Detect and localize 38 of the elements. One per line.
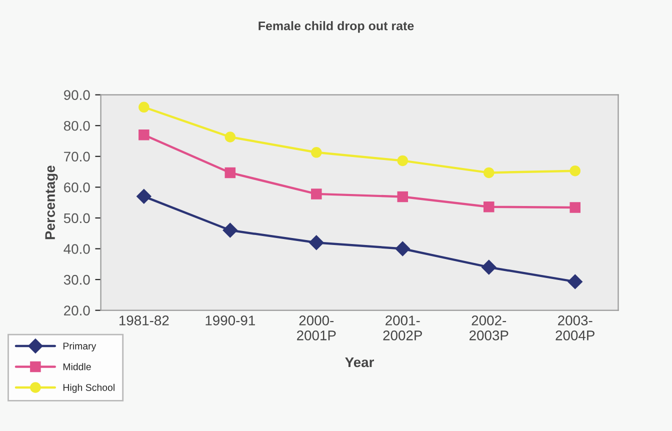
y-tick-label: 60.0 (64, 182, 90, 192)
point (568, 274, 583, 290)
point (136, 189, 152, 204)
point (311, 188, 322, 200)
point (222, 222, 238, 238)
point (570, 202, 580, 213)
point (311, 147, 322, 158)
chart-title: Female child drop out rate (258, 21, 414, 33)
point (224, 167, 236, 178)
y-tick-label: 30.0 (64, 274, 90, 285)
point (570, 165, 580, 176)
point (397, 155, 408, 166)
point (481, 260, 496, 275)
point (138, 102, 150, 113)
legend-label: High School (63, 384, 114, 393)
y-tick-label: 70.0 (64, 152, 90, 162)
x-tick-label: 1981-82 (119, 316, 169, 326)
y-axis-title: Percentage (45, 166, 58, 240)
y-tick-label: 90.0 (64, 90, 90, 100)
point (224, 132, 236, 142)
x-tick-label: 2002- 2003P (470, 316, 508, 340)
legend-label: Primary (63, 342, 96, 352)
point (309, 235, 324, 250)
y-tick-label: 40.0 (64, 244, 90, 254)
point (397, 191, 408, 202)
point (138, 129, 150, 140)
point (484, 202, 494, 212)
y-tick-label: 20.0 (64, 306, 90, 316)
x-tick-label: 2001- 2002P (383, 316, 422, 340)
x-axis-title: Year (345, 357, 374, 368)
y-tick-label: 50.0 (64, 213, 90, 224)
point (484, 167, 494, 178)
x-tick-label: 1990-91 (206, 316, 255, 326)
point (395, 241, 410, 256)
legend-label: Middle (63, 363, 91, 370)
y-tick-label: 80.0 (64, 120, 90, 131)
x-tick-label: 2003- 2004P (556, 316, 594, 340)
x-tick-label: 2000- 2001P (297, 316, 336, 340)
